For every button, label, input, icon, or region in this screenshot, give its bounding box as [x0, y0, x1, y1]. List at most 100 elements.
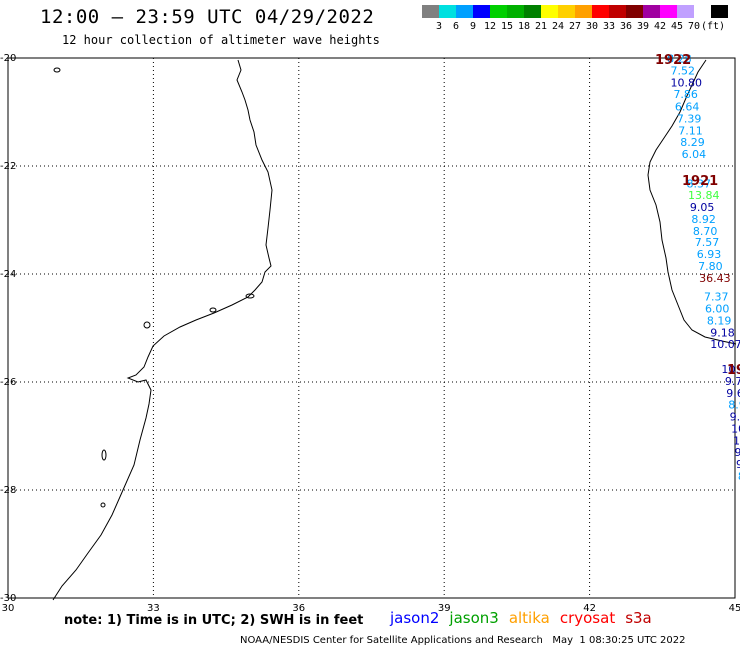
- scale-tick-label: 18: [517, 21, 531, 32]
- color-swatch: [575, 5, 592, 18]
- wave-height-reading: 7.57: [695, 236, 720, 249]
- wave-height-reading: 9.05: [690, 201, 715, 214]
- coastlines: [52, 59, 737, 601]
- color-swatch: [592, 5, 609, 18]
- color-swatch: [473, 5, 490, 18]
- scale-tick-label: 3: [435, 21, 443, 32]
- color-swatch: [643, 5, 660, 18]
- scale-tick-label: 30: [585, 21, 599, 32]
- scale-tick-label: 36: [619, 21, 633, 32]
- wave-height-reading: 10.00: [721, 363, 740, 376]
- wave-height-reading: 7.86: [673, 88, 698, 101]
- color-swatch: [490, 5, 507, 18]
- madagascar-coastline: [647, 59, 737, 345]
- color-swatch: [524, 5, 541, 18]
- wave-height-reading: 6.93: [697, 248, 722, 261]
- lat-label: -30: [0, 593, 16, 604]
- pass-number: 19: [727, 363, 740, 378]
- scale-unit: (ft): [701, 21, 726, 32]
- wave-height-reading: 9.78: [725, 375, 740, 388]
- pass-number: 1921: [682, 174, 718, 189]
- satellite-name: jason2: [390, 609, 440, 627]
- color-swatch: [677, 5, 694, 18]
- color-swatch: [541, 5, 558, 18]
- lon-label: 36: [292, 603, 305, 614]
- graticule: [7, 57, 736, 599]
- scale-tick-label: 42: [653, 21, 667, 32]
- lon-label: 45: [729, 603, 740, 614]
- wave-height-reading: 10.80: [671, 76, 703, 89]
- color-swatch: [626, 5, 643, 18]
- wave-height-reading: 8.70: [693, 225, 718, 238]
- lat-label: -26: [0, 377, 16, 388]
- wave-height-reading: 7.52: [671, 64, 696, 77]
- lat-label: -24: [0, 269, 16, 280]
- island: [100, 502, 106, 508]
- wave-height-reading: 7.39: [677, 112, 702, 125]
- wave-height-reading: 9.18: [710, 326, 735, 339]
- wave-height-reading: 6.00: [705, 303, 730, 316]
- scale-tick-label: 24: [551, 21, 565, 32]
- island: [245, 293, 255, 299]
- color-swatch: [507, 5, 524, 18]
- scale-tick-label: 21: [534, 21, 548, 32]
- scale-tick-label: 6: [452, 21, 460, 32]
- wave-height-reading: 7.80: [698, 260, 723, 273]
- island: [101, 449, 107, 461]
- color-swatch: [609, 5, 626, 18]
- wave-height-reading: 10.07: [710, 338, 740, 351]
- wave-height-reading: 9.89: [735, 446, 740, 459]
- island: [209, 307, 217, 313]
- color-swatch: [711, 5, 728, 18]
- satellite-name: altika: [508, 609, 550, 627]
- wave-height-reading: 7.11: [678, 124, 703, 137]
- wave-height-reading: 8.28: [667, 53, 692, 66]
- map-frame: [7, 57, 736, 599]
- scale-tick-label: 27: [568, 21, 582, 32]
- wave-height-reading: 8.29: [680, 136, 705, 149]
- wave-height-reading: 9.43: [736, 458, 740, 471]
- lon-label: 33: [147, 603, 160, 614]
- satellite-name: s3a: [625, 609, 652, 627]
- africa-coastline: [52, 59, 273, 601]
- scale-tick-label: 33: [602, 21, 616, 32]
- color-scale-ticks: 3 6 9 12 15 18 21 24 27 30 33 36 39 42 45 70 (ft): [422, 21, 740, 33]
- color-swatch: [694, 5, 711, 18]
- color-scale-bar: [422, 5, 728, 18]
- wave-height-reading: 8.90: [738, 470, 740, 483]
- wave-height-reading: 13.84: [688, 189, 720, 202]
- wave-height-reading: 10.95: [731, 422, 740, 435]
- lat-label: -20: [0, 53, 16, 64]
- scale-tick-label: 39: [636, 21, 650, 32]
- lat-label: -22: [0, 161, 16, 172]
- color-swatch: [558, 5, 575, 18]
- lon-label: 39: [438, 603, 451, 614]
- lon-label: 30: [2, 603, 15, 614]
- wave-height-reading: 36.43: [699, 272, 731, 285]
- color-swatch: [456, 5, 473, 18]
- credit-line: NOAA/NESDIS Center for Satellite Applica…: [240, 635, 686, 646]
- color-swatch: [660, 5, 677, 18]
- chart-title: 12:00 – 23:59 UTC 04/29/2022: [40, 6, 375, 28]
- chart-subtitle: 12 hour collection of altimeter wave hei…: [62, 33, 380, 47]
- scale-tick-label: 9: [469, 21, 477, 32]
- wave-height-reading: 9.66: [726, 387, 740, 400]
- scale-tick-label: 45: [670, 21, 684, 32]
- wave-height-reading: 7.37: [704, 291, 729, 304]
- lat-label: -28: [0, 485, 16, 496]
- wave-height-reading: 8.92: [691, 213, 716, 226]
- wave-height-reading: 8.19: [707, 314, 732, 327]
- pass-numbers: 1922 1921 19: [655, 53, 740, 378]
- color-swatch: [422, 5, 439, 18]
- wave-height-reading: 6.64: [675, 101, 700, 114]
- wave-height-reading: 8.37: [687, 177, 712, 190]
- satellite-name: jason3: [449, 609, 499, 627]
- satellite-name: cryosat: [559, 609, 616, 627]
- island: [53, 67, 61, 73]
- pass-number: 1922: [655, 53, 691, 68]
- color-swatch: [439, 5, 456, 18]
- wave-height-reading: 10.13: [733, 434, 740, 447]
- footer-note: note: 1) Time is in UTC; 2) SWH is in fe…: [64, 613, 364, 628]
